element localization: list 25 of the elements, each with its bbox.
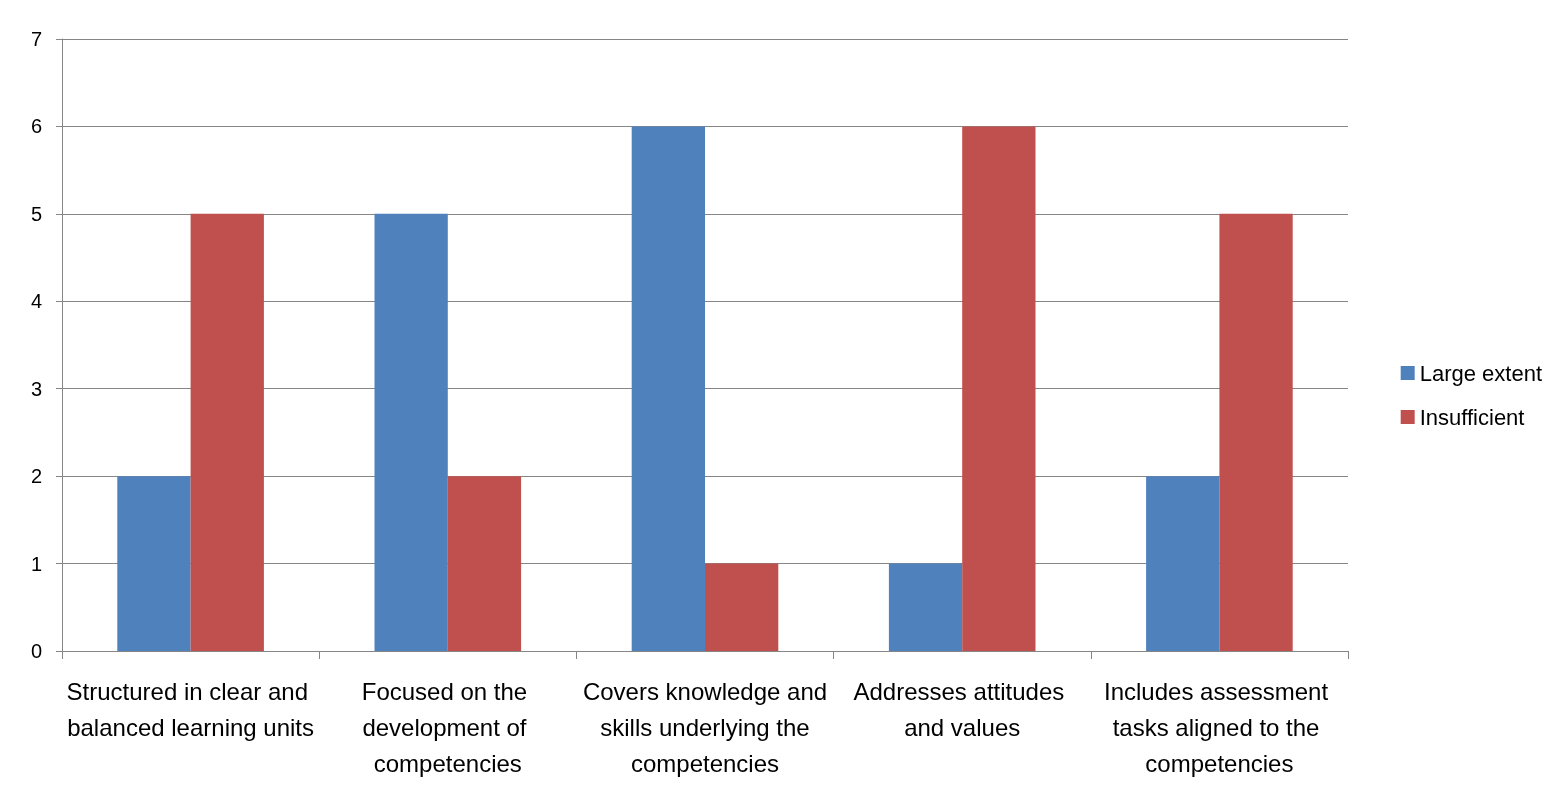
y-tick-label: 1 <box>30 552 42 575</box>
y-tick-label: 0 <box>30 640 42 662</box>
y-tick-label: 4 <box>30 290 42 313</box>
bar <box>1146 476 1220 651</box>
bar <box>962 126 1036 651</box>
bar <box>374 213 448 651</box>
bar <box>888 563 963 651</box>
bar <box>1219 213 1293 651</box>
bar <box>447 476 522 651</box>
y-tick-label: 2 <box>30 465 42 488</box>
legend-label: Large extent <box>1419 360 1542 386</box>
x-tick-label: Includes assessment tasks aligned to the competencies <box>1104 677 1335 777</box>
bar <box>631 126 705 651</box>
bar <box>190 213 264 651</box>
bar <box>705 563 779 651</box>
x-tick-label: Focused on the development of competencies <box>361 677 534 777</box>
x-tick-label: Structured in clear and balanced learning units <box>66 677 315 741</box>
y-tick-label: 5 <box>30 202 42 225</box>
x-tick-label: Addresses attitudes and values <box>853 677 1071 741</box>
y-tick-label: 6 <box>30 115 42 138</box>
bar <box>117 476 191 651</box>
x-tick-label: Covers knowledge and skills underlying the competencies <box>582 677 828 777</box>
y-tick-label: 3 <box>30 377 42 400</box>
legend-label: Insufficient <box>1419 404 1525 430</box>
y-tick-label: 7 <box>30 28 42 50</box>
